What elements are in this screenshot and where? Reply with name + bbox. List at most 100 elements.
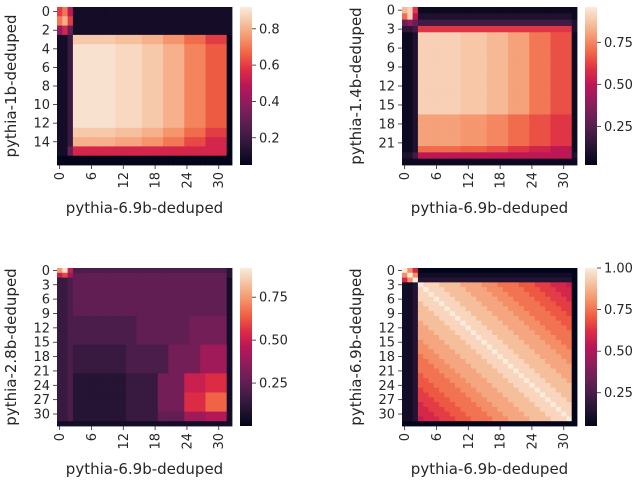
heatmap-cell bbox=[492, 291, 498, 298]
heatmap-cell bbox=[423, 95, 429, 103]
heatmap-cell bbox=[131, 406, 137, 413]
heatmap-cell bbox=[571, 363, 578, 369]
heatmap-cell bbox=[210, 315, 217, 322]
heatmap-cell bbox=[163, 411, 169, 417]
heatmap-cell bbox=[152, 406, 159, 413]
heatmap-cell bbox=[57, 397, 63, 403]
heatmap-cell bbox=[157, 339, 164, 346]
heatmap-cell bbox=[439, 325, 445, 331]
heatmap-cell bbox=[62, 90, 69, 101]
heatmap-cell bbox=[57, 349, 63, 355]
heatmap-cell bbox=[402, 402, 408, 408]
heatmap-cell bbox=[518, 358, 525, 365]
heatmap-cell bbox=[455, 158, 461, 166]
heatmap-cell bbox=[62, 287, 69, 293]
heatmap-cell bbox=[439, 378, 445, 384]
heatmap-cell bbox=[104, 382, 111, 389]
heatmap-cell bbox=[417, 325, 424, 331]
heatmap-cell bbox=[476, 358, 482, 365]
heatmap-cell bbox=[534, 152, 541, 160]
heatmap-cell bbox=[566, 411, 573, 417]
heatmap-cell bbox=[460, 13, 467, 21]
heatmap-cell bbox=[88, 354, 95, 360]
heatmap-cell bbox=[72, 155, 79, 166]
heatmap-cell bbox=[545, 411, 551, 417]
heatmap-cell bbox=[120, 301, 127, 307]
heatmap-cell bbox=[523, 44, 530, 52]
heatmap-cell bbox=[545, 330, 551, 336]
heatmap-cell bbox=[508, 277, 514, 283]
heatmap-cell bbox=[417, 406, 424, 413]
heatmap-cell bbox=[216, 62, 222, 73]
heatmap-cell bbox=[131, 306, 137, 312]
heatmap-cell bbox=[189, 363, 196, 369]
heatmap-cell bbox=[555, 76, 562, 84]
heatmap-cell bbox=[423, 51, 429, 58]
heatmap-cell bbox=[417, 152, 424, 160]
heatmap-cell bbox=[465, 416, 472, 422]
heatmap-cell bbox=[455, 387, 461, 393]
heatmap-cell bbox=[57, 311, 63, 317]
heatmap-cell bbox=[486, 397, 493, 403]
heatmap-cell bbox=[481, 32, 488, 39]
heatmap-cell bbox=[513, 38, 520, 46]
heatmap-cell bbox=[444, 320, 451, 326]
heatmap-cell bbox=[455, 392, 461, 398]
heatmap-cell bbox=[428, 291, 435, 298]
heatmap-cell bbox=[157, 402, 164, 408]
heatmap-cell bbox=[492, 287, 498, 293]
heatmap-cell bbox=[545, 76, 551, 84]
heatmap-cell bbox=[481, 7, 488, 14]
heatmap-cell bbox=[184, 335, 190, 341]
heatmap-cell bbox=[226, 325, 233, 331]
heatmap-cell bbox=[523, 51, 530, 58]
heatmap-cell bbox=[62, 16, 69, 26]
heatmap-cell bbox=[476, 82, 482, 90]
heatmap-cell bbox=[104, 373, 111, 379]
heatmap-cell bbox=[539, 70, 546, 77]
heatmap-cell bbox=[428, 392, 435, 398]
heatmap-cell bbox=[529, 354, 535, 360]
heatmap-cell bbox=[518, 387, 525, 393]
heatmap-cell bbox=[110, 155, 116, 166]
heatmap-cell bbox=[210, 320, 217, 326]
heatmap-cell bbox=[444, 13, 451, 21]
heatmap-cell bbox=[486, 330, 493, 336]
heatmap-cell bbox=[428, 51, 435, 58]
heatmap-cell bbox=[194, 368, 201, 374]
heatmap-cell bbox=[523, 13, 530, 21]
heatmap-cell bbox=[518, 382, 525, 389]
heatmap-cell bbox=[433, 411, 440, 417]
heatmap-cell bbox=[412, 7, 419, 14]
x-tick-label: 24 bbox=[180, 172, 195, 189]
heatmap-cell bbox=[205, 339, 212, 346]
heatmap-cell bbox=[125, 382, 132, 389]
heatmap-cell bbox=[460, 25, 467, 33]
heatmap-cell bbox=[502, 382, 509, 389]
heatmap-cell bbox=[136, 53, 143, 64]
heatmap-cell bbox=[72, 127, 79, 138]
heatmap-cell bbox=[497, 315, 504, 322]
heatmap-cell bbox=[439, 363, 445, 369]
heatmap-cell bbox=[539, 373, 546, 379]
heatmap-cell bbox=[550, 114, 557, 122]
heatmap-cell bbox=[131, 382, 137, 389]
heatmap-cell bbox=[141, 406, 148, 413]
heatmap-cell bbox=[539, 114, 546, 122]
heatmap-cell bbox=[523, 19, 530, 27]
x-tick-label: 30 bbox=[212, 433, 227, 450]
heatmap-cell bbox=[423, 32, 429, 39]
heatmap-cell bbox=[125, 296, 132, 302]
heatmap-cell bbox=[444, 282, 451, 288]
heatmap-cell bbox=[571, 378, 578, 384]
colorbar-tick-label: 0.2 bbox=[259, 131, 280, 146]
x-tick-label: 6 bbox=[85, 433, 100, 441]
heatmap-cell bbox=[152, 378, 159, 384]
heatmap-cell bbox=[513, 44, 520, 52]
heatmap-cell bbox=[518, 311, 525, 317]
heatmap-cell bbox=[550, 344, 557, 350]
heatmap-cell bbox=[486, 301, 493, 307]
heatmap-cell bbox=[571, 349, 578, 355]
heatmap-cell bbox=[486, 146, 493, 153]
heatmap-cell bbox=[94, 118, 100, 129]
